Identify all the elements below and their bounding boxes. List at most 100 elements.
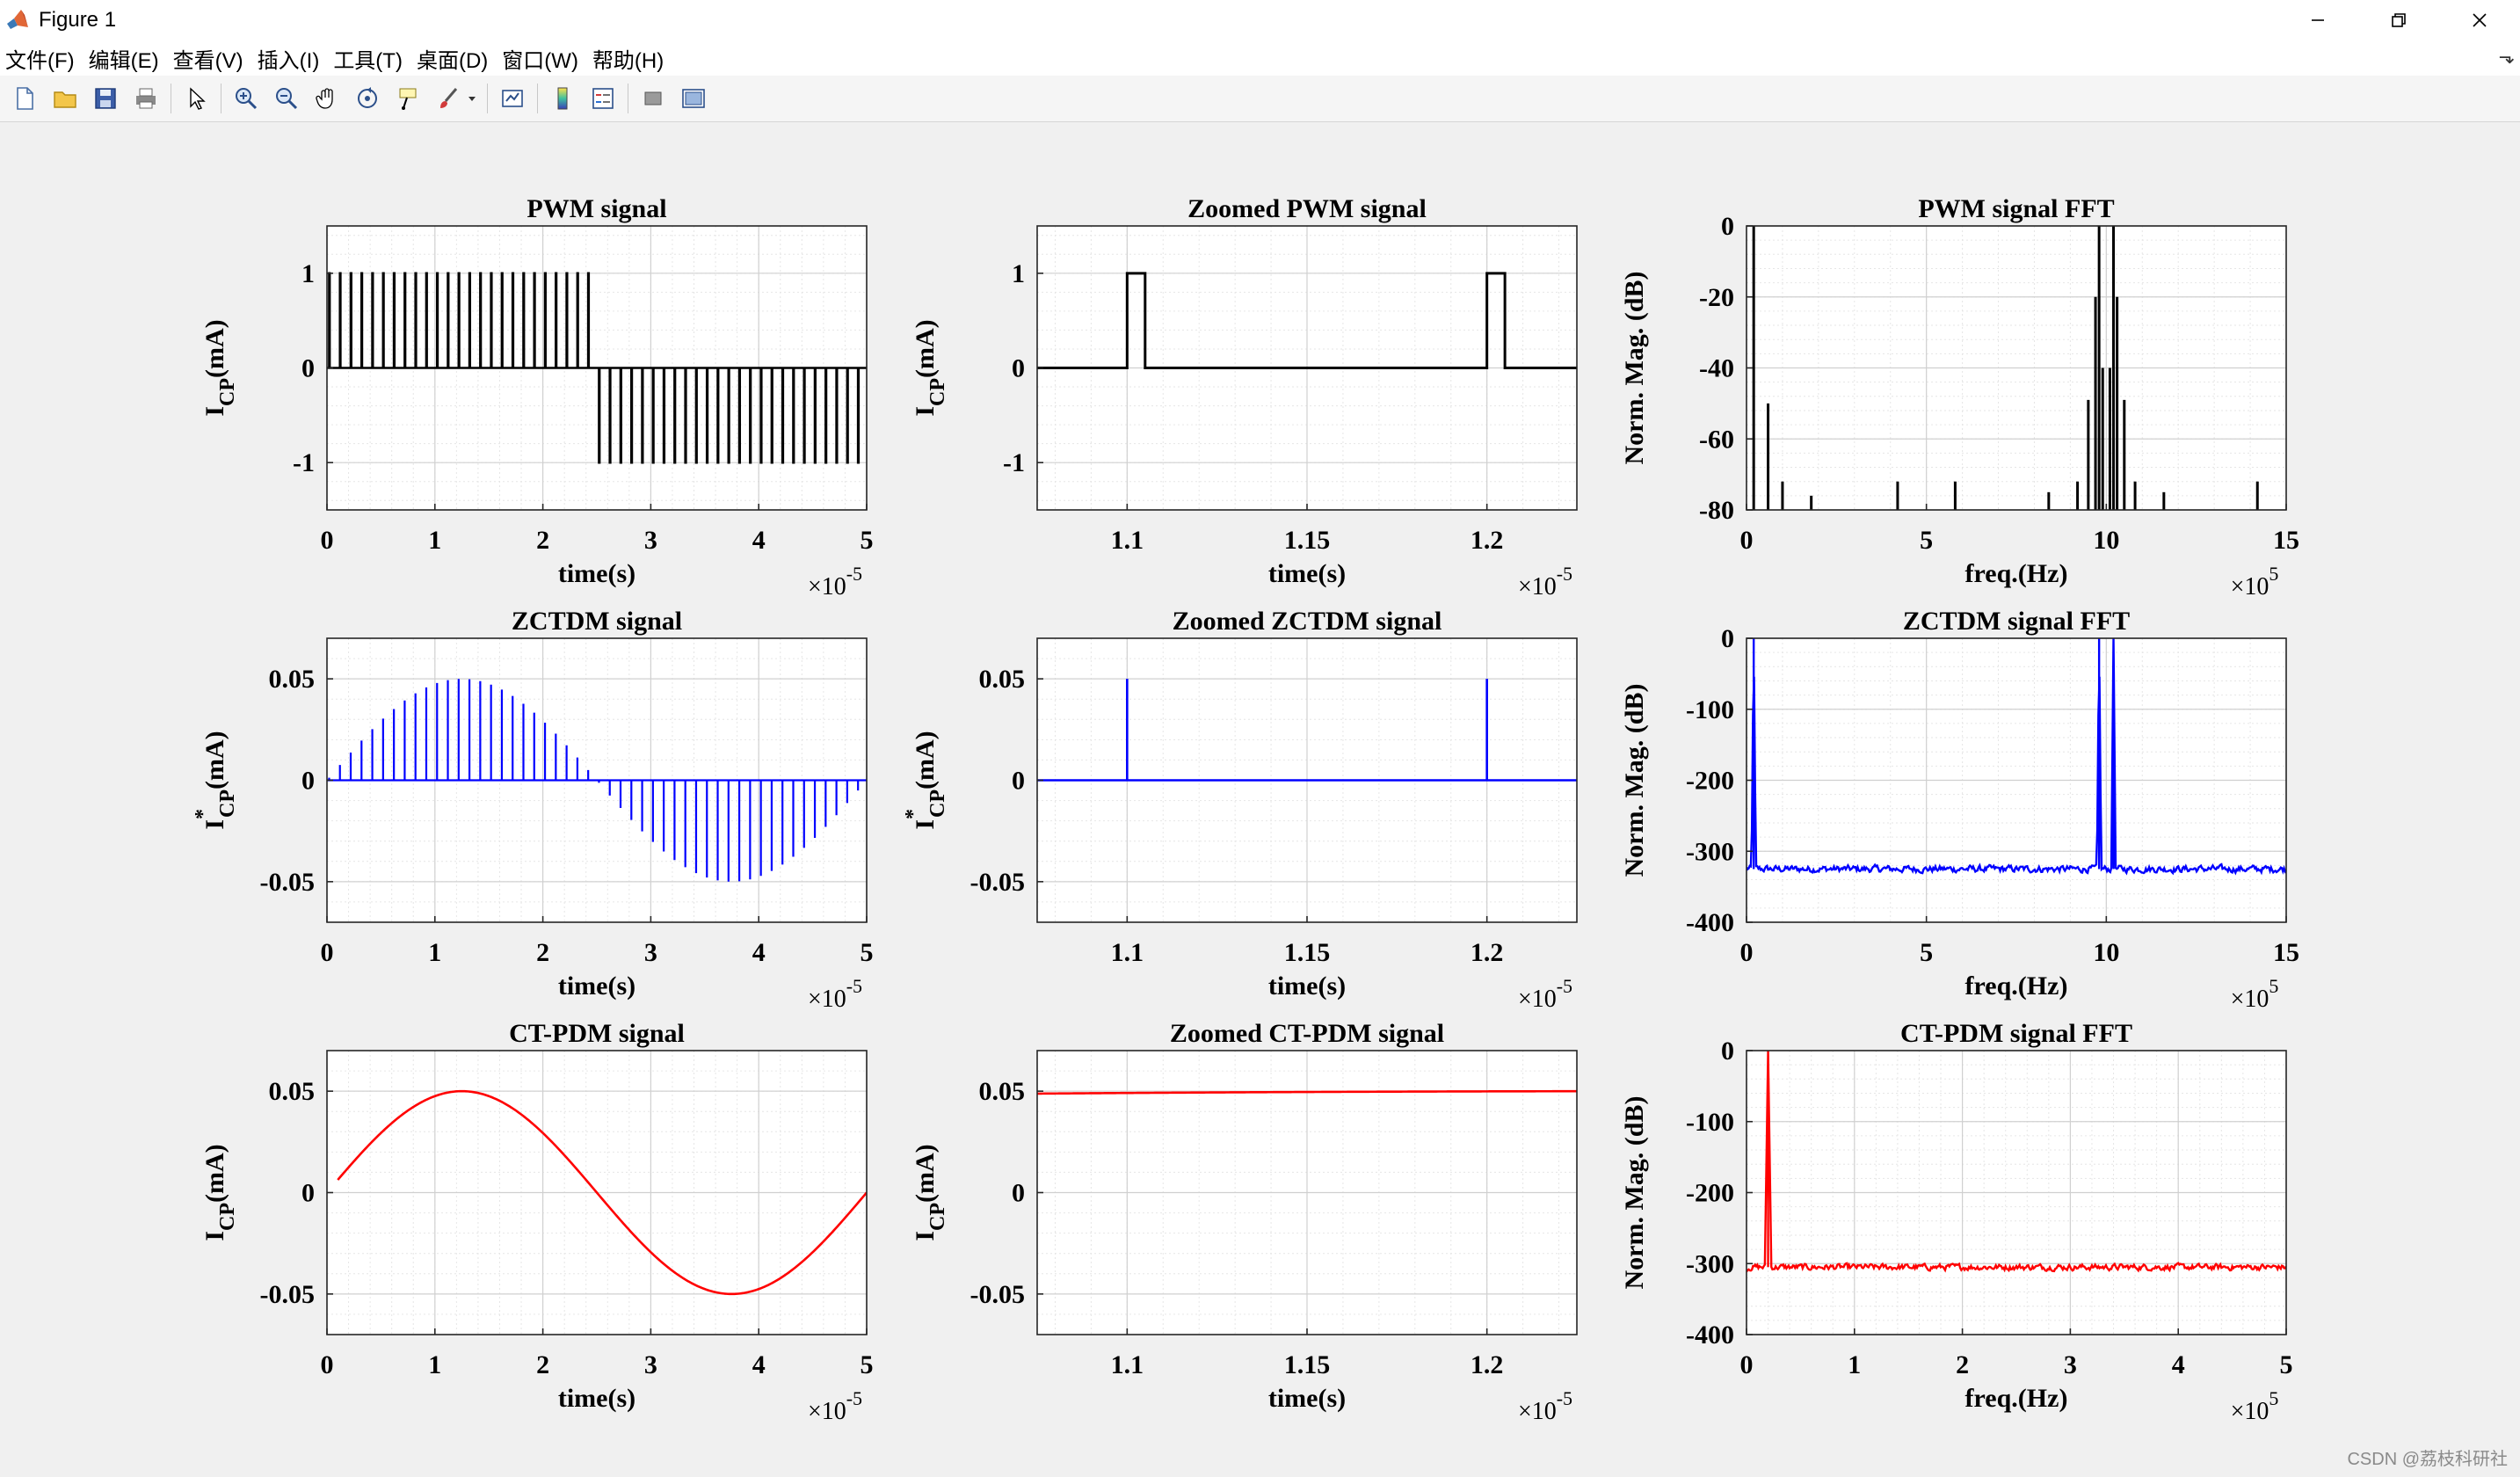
x-tick-label: 1.2 <box>1471 526 1504 555</box>
y-tick-label: -60 <box>1699 425 1734 454</box>
y-tick-label: -0.05 <box>970 1280 1026 1309</box>
y-tick-label: -40 <box>1699 354 1734 383</box>
x-tick-label: 2 <box>536 938 549 967</box>
open-button[interactable] <box>49 83 81 114</box>
x-exponent: ×105 <box>2231 563 2279 600</box>
y-tick-label: 0 <box>1012 767 1025 796</box>
y-tick-label: -400 <box>1686 1321 1734 1350</box>
close-button[interactable] <box>2439 0 2520 40</box>
x-axis-label: time(s) <box>1268 971 1346 1000</box>
zoom-in-button[interactable] <box>230 83 262 114</box>
chart-ctpdm-fft: 0 1 2 3 4 5 -400 -300 -200 -100 0 CT-PDM signal FFT… <box>1620 1019 2293 1425</box>
pan-button[interactable] <box>311 83 343 114</box>
x-tick-label: 5 <box>861 938 874 967</box>
minimize-icon <box>2312 19 2324 21</box>
x-exponent: ×105 <box>2231 975 2279 1013</box>
y-tick-label: -80 <box>1699 496 1734 525</box>
tick-labels: 0 5 10 15 -80 -60 -40 -20 0 <box>1699 212 2299 555</box>
x-tick-label: 5 <box>2280 1350 2293 1379</box>
y-axis-label: Norm. Mag. (dB) <box>1620 272 1649 465</box>
x-tick-label: 2 <box>536 1350 549 1379</box>
data-cursor-button[interactable] <box>392 83 424 114</box>
x-tick-label: 3 <box>644 938 657 967</box>
y-tick-label: 0.05 <box>269 1077 316 1106</box>
menu-view[interactable]: 查看(V) <box>172 48 243 73</box>
plot-data <box>1037 272 1577 369</box>
chart-title: CT-PDM signal <box>509 1019 685 1048</box>
y-tick-label: -20 <box>1699 283 1734 312</box>
y-tick-label: -300 <box>1686 1249 1734 1278</box>
pointer-button[interactable] <box>180 83 212 114</box>
x-axis-label: freq.(Hz) <box>1965 559 2068 588</box>
restore-icon <box>2392 13 2406 27</box>
x-tick-label: 0 <box>321 526 334 555</box>
minimize-button[interactable] <box>2277 0 2358 40</box>
x-axis-label: time(s) <box>1268 559 1346 588</box>
x-tick-label: 5 <box>1920 938 1933 967</box>
y-axis-label: ICP(mA) <box>200 1144 239 1241</box>
signal-line <box>1037 679 1577 782</box>
zoom-out-button[interactable] <box>271 83 302 114</box>
y-tick-label: 0 <box>1721 624 1734 653</box>
x-tick-label: 15 <box>2273 938 2299 967</box>
menu-window[interactable]: 窗口(W) <box>502 48 578 73</box>
plot-data <box>337 1089 867 1296</box>
brush-icon <box>440 88 458 108</box>
signal-line <box>1037 272 1577 369</box>
x-tick-label: 0 <box>321 938 334 967</box>
dock-arrow-icon[interactable]: ⬎ <box>2498 46 2515 68</box>
x-tick-label: 4 <box>752 938 766 967</box>
brush-button[interactable] <box>432 83 464 114</box>
show-plot-tools-button[interactable] <box>678 83 709 114</box>
x-tick-label: 1.1 <box>1111 1350 1144 1379</box>
x-exponent: ×10-5 <box>1518 563 1572 600</box>
tick-labels: 1.1 1.15 1.2 -0.05 0 0.05 <box>970 1077 1504 1379</box>
y-tick-label: -300 <box>1686 837 1734 866</box>
menu-insert[interactable]: 插入(I) <box>257 48 320 73</box>
menu-file[interactable]: 文件(F) <box>5 48 75 73</box>
hide-plot-tools-button[interactable] <box>637 83 669 114</box>
y-tick-label: 1 <box>301 259 315 288</box>
x-tick-label: 3 <box>644 526 657 555</box>
chart-title: Zoomed CT-PDM signal <box>1170 1019 1444 1048</box>
legend-button[interactable] <box>587 83 619 114</box>
rotate-3d-button[interactable] <box>352 83 383 114</box>
x-axis-label: time(s) <box>558 559 635 588</box>
y-tick-label: 0 <box>1721 212 1734 241</box>
x-exponent: ×10-5 <box>808 975 862 1013</box>
menu-edit[interactable]: 编辑(E) <box>88 48 159 73</box>
y-tick-label: -0.05 <box>970 868 1026 897</box>
y-tick-label: 0 <box>1721 1037 1734 1066</box>
x-tick-label: 0 <box>1740 938 1754 967</box>
plot-data <box>1037 1089 1577 1095</box>
y-tick-label: -0.05 <box>260 1280 316 1309</box>
toolbar-separator <box>537 84 538 113</box>
x-tick-label: 0 <box>1740 1350 1754 1379</box>
matlab-logo-icon <box>5 8 30 33</box>
zoom-in-icon <box>236 88 258 110</box>
menu-tools[interactable]: 工具(T) <box>333 48 403 73</box>
y-axis-label: I*CP(mA) <box>902 731 949 829</box>
y-tick-label: -1 <box>1003 448 1025 477</box>
link-plot-button[interactable] <box>497 83 528 114</box>
x-tick-label: 1 <box>1848 1350 1861 1379</box>
open-icon <box>54 91 76 108</box>
new-figure-button[interactable] <box>9 83 40 114</box>
print-button[interactable] <box>130 83 162 114</box>
plot-data <box>1752 226 2259 510</box>
pointer-icon <box>190 87 206 110</box>
close-icon <box>2473 13 2487 27</box>
menu-desktop[interactable]: 桌面(D) <box>416 48 489 73</box>
x-tick-label: 1 <box>428 938 441 967</box>
brush-dropdown-button[interactable] <box>466 83 478 114</box>
menu-help[interactable]: 帮助(H) <box>592 48 664 73</box>
y-axis-label: Norm. Mag. (dB) <box>1620 1096 1649 1290</box>
save-button[interactable] <box>90 83 121 114</box>
tick-labels: 0 1 2 3 4 5 -1 0 1 <box>293 259 874 555</box>
x-tick-label: 1 <box>428 526 441 555</box>
restore-button[interactable] <box>2358 0 2439 40</box>
chart-pwm-fft: 0 5 10 15 -80 -60 -40 -20 0 PWM signal FFT freq.(H… <box>1620 194 2299 600</box>
tick-labels: 1.1 1.15 1.2 -0.05 0 0.05 <box>970 665 1504 967</box>
plot-data <box>327 272 867 464</box>
colorbar-button[interactable] <box>547 83 578 114</box>
